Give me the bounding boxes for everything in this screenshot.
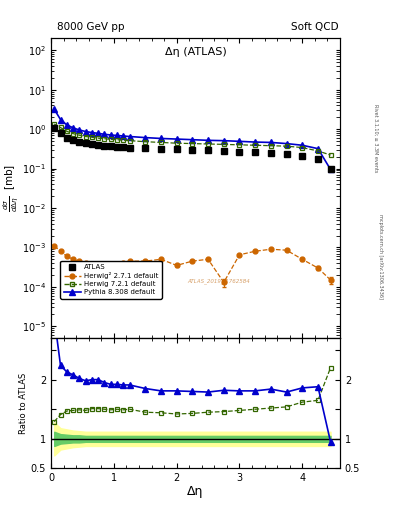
Text: Rivet 3.1.10; ≥ 3.3M events: Rivet 3.1.10; ≥ 3.3M events <box>373 104 378 173</box>
Text: Δη (ATLAS): Δη (ATLAS) <box>165 48 226 57</box>
Legend: ATLAS, Herwig² 2.7.1 default, Herwig 7.2.1 default, Pythia 8.308 default: ATLAS, Herwig² 2.7.1 default, Herwig 7.2… <box>61 261 162 298</box>
Text: 8000 GeV pp: 8000 GeV pp <box>57 22 125 32</box>
X-axis label: Δη: Δη <box>187 485 204 498</box>
Text: ATLAS_2019_I1762584: ATLAS_2019_I1762584 <box>187 279 250 284</box>
Text: Soft QCD: Soft QCD <box>291 22 339 32</box>
Text: mcplots.cern.ch [arXiv:1306.3436]: mcplots.cern.ch [arXiv:1306.3436] <box>378 214 383 298</box>
Y-axis label: Ratio to ATLAS: Ratio to ATLAS <box>19 373 28 434</box>
Y-axis label: $\frac{d\sigma}{d\Delta\eta}$  [mb]: $\frac{d\sigma}{d\Delta\eta}$ [mb] <box>2 164 21 212</box>
